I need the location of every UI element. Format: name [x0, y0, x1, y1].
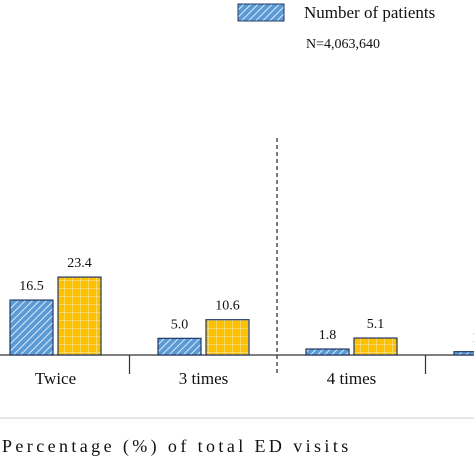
bar-1-series-0: [157, 337, 202, 356]
data-labels: 16.5 23.4 5.0 10.6 1.8 5.1 1: [19, 256, 474, 346]
bar-0-series-1: [57, 276, 102, 356]
data-label-0-series-0: 16.5: [19, 279, 44, 294]
plot-area: 16.5 23.4 5.0 10.6 1.8 5.1 1 Twice 3 times 4 tim…: [0, 138, 474, 388]
category-label-2: 4 times: [327, 369, 377, 388]
data-label-1-series-1: 10.6: [215, 299, 240, 314]
data-label-0-series-1: 23.4: [67, 256, 92, 271]
data-label-2-series-0: 1.8: [319, 328, 337, 343]
legend-note: N=4,063,640: [306, 37, 380, 52]
data-label-3-series-0: 1: [472, 331, 474, 346]
x-ticks: [128, 355, 427, 374]
bar-0-series-0: [9, 299, 54, 356]
bar-2-series-0: [305, 348, 350, 356]
bar-1-series-1: [205, 319, 250, 356]
bar-3-series-0: [453, 351, 474, 356]
data-label-1-series-0: 5.0: [171, 317, 189, 332]
legend-swatch-number-of-patients: [237, 3, 285, 22]
legend: Number of patients N=4,063,640: [237, 3, 435, 52]
category-label-1: 3 times: [179, 369, 229, 388]
data-label-2-series-1: 5.1: [367, 317, 385, 332]
bar-2-series-1: [353, 337, 398, 356]
bars: [9, 276, 474, 356]
category-label-0: Twice: [35, 369, 76, 388]
footer-x-axis-label: Percentage (%) of total ED visits: [2, 436, 352, 457]
legend-label-number-of-patients: Number of patients: [304, 3, 435, 22]
